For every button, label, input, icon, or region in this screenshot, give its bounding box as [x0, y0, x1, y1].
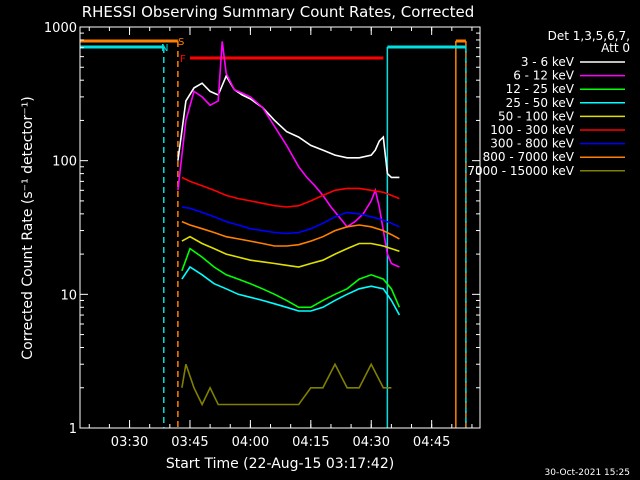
series-line-100-300-kev	[181, 176, 400, 208]
x-tick-label-04-15: 04:15	[292, 435, 329, 450]
series-line-6-12-kev	[177, 41, 400, 268]
flag-label-f: F	[180, 54, 186, 65]
y-tick-label-1000: 1000	[44, 21, 77, 36]
series-line-25-50-kev	[181, 265, 401, 316]
series-line-50-100-kev	[181, 235, 400, 268]
x-tick-label-03-45: 03:45	[171, 435, 208, 450]
footer-date: 30-Oct-2021 15:25	[545, 468, 630, 478]
series-line-800-7000-kev	[181, 220, 400, 247]
y-tick-label-10: 10	[60, 288, 77, 303]
chart-title: RHESSI Observing Summary Count Rates, Co…	[82, 3, 475, 21]
series-line-7000-15000-kev	[181, 362, 392, 407]
legend-label-6-12-kev: 6 - 12 keV	[513, 69, 575, 83]
legend-label-50-100-kev: 50 - 100 keV	[498, 109, 575, 123]
legend-label-300-800-kev: 300 - 800 keV	[490, 137, 574, 151]
plot-area: SN F	[80, 37, 467, 428]
y-tick-label-1: 1	[69, 422, 77, 437]
legend-header-2: Att 0	[601, 41, 630, 55]
legend-label-100-300-kev: 100 - 300 keV	[490, 123, 574, 137]
flag-label-n: N	[161, 43, 168, 54]
legend-label-25-50-kev: 25 - 50 keV	[506, 96, 575, 110]
x-tick-label-04-00: 04:00	[232, 435, 269, 450]
axes: 03:30 03:45 04:00 04:15 04:30 04:45 1 10 100 1000	[44, 21, 481, 450]
x-axis-label: Start Time (22-Aug-15 03:17:42)	[166, 456, 394, 472]
y-axis-label: Corrected Count Rate (s⁻¹ detector⁻¹)	[20, 96, 36, 359]
legend-header-1: Det 1,3,5,6,7,	[548, 29, 630, 43]
axis-frame	[79, 26, 481, 429]
x-tick-label-03-30: 03:30	[111, 435, 148, 450]
x-tick-label-04-45: 04:45	[413, 435, 450, 450]
flag-label-s: S	[178, 37, 184, 48]
x-tick-label-04-30: 04:30	[353, 435, 390, 450]
legend-label-12-25-kev: 12 - 25 keV	[506, 82, 575, 96]
series-line-3-6-kev	[177, 74, 400, 179]
y-tick-label-100: 100	[52, 155, 77, 170]
series-line-12-25-kev	[181, 247, 401, 309]
series-line-300-800-kev	[181, 206, 400, 235]
legend-label-7000-15000-kev: 7000 - 15000 keV	[467, 164, 574, 178]
legend-label-800-7000-kev: 800 - 7000 keV	[483, 150, 575, 164]
legend-label-3-6-kev: 3 - 6 keV	[521, 55, 575, 69]
